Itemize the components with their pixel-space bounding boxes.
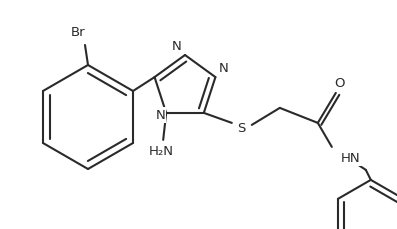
Text: N: N bbox=[219, 61, 228, 74]
Text: S: S bbox=[238, 122, 246, 135]
Text: H₂N: H₂N bbox=[149, 145, 174, 158]
Text: Br: Br bbox=[71, 25, 85, 38]
Text: HN: HN bbox=[341, 152, 360, 165]
Text: O: O bbox=[335, 77, 345, 90]
Text: N: N bbox=[155, 109, 165, 122]
Text: N: N bbox=[172, 39, 182, 52]
